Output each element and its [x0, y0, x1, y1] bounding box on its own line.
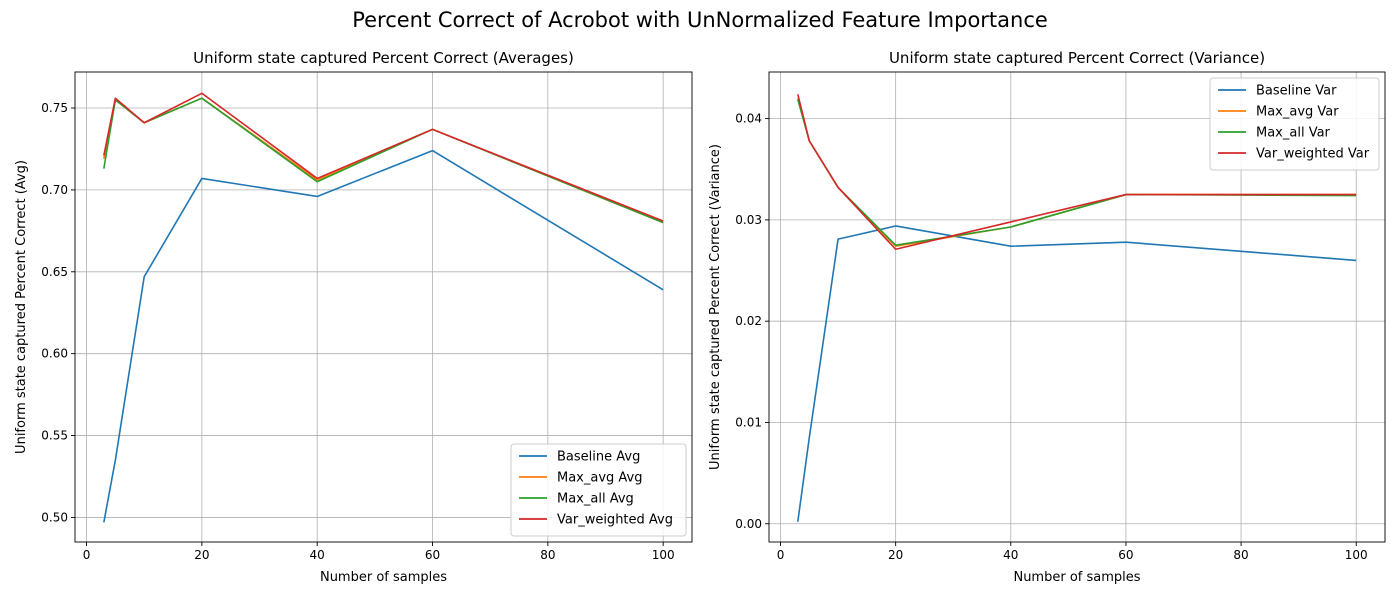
series-line-1 [796, 225, 1357, 522]
y-tick-label: 0.65 [41, 265, 68, 279]
y-tick-label: 0.50 [41, 510, 68, 524]
y-tick-label: 0.01 [735, 415, 762, 429]
x-tick-label: 100 [1345, 548, 1368, 562]
x-tick-label: 60 [1118, 548, 1133, 562]
y-axis-label: Uniform state captured Percent Correct (… [14, 160, 29, 454]
x-tick-label: 20 [888, 548, 903, 562]
legend-label-3: Max_all Var [1256, 126, 1331, 141]
x-tick-label: 80 [540, 548, 555, 562]
x-axis-label: Number of samples [320, 570, 447, 585]
y-tick-label: 0.03 [735, 213, 762, 227]
y-tick-label: 0.60 [41, 347, 68, 361]
y-axis-label: Uniform state captured Percent Correct (… [708, 144, 723, 470]
y-tick-label: 0.55 [41, 429, 68, 443]
figure-title: Percent Correct of Acrobot with UnNormal… [352, 8, 1048, 32]
series-line-1 [103, 149, 664, 523]
legend-label-2: Max_avg Var [1256, 105, 1339, 120]
x-axis-label: Number of samples [1013, 570, 1140, 585]
legend-label-1: Baseline Avg [557, 450, 640, 465]
legend-label-4: Var_weighted Var [1256, 147, 1370, 162]
chart-title: Uniform state captured Percent Correct (… [193, 49, 574, 67]
legend-label-1: Baseline Var [1256, 84, 1337, 99]
averages-chart: 0 20 40 60 80 100 0.50 0.55 0.60 0.65 0.70 0.75 Unif… [14, 49, 693, 585]
y-tick-label: 0.02 [735, 314, 762, 328]
y-tick-label: 0.75 [41, 101, 68, 115]
x-tick-label: 0 [83, 548, 91, 562]
legend-label-3: Max_all Avg [557, 492, 634, 507]
y-tick-label: 0.00 [735, 517, 762, 531]
y-tick-label: 0.70 [41, 183, 68, 197]
x-tick-label: 0 [777, 548, 785, 562]
x-tick-label: 40 [310, 548, 325, 562]
series-line-4 [797, 94, 1357, 251]
x-tick-label: 40 [1003, 548, 1018, 562]
axes-frame [768, 71, 1386, 543]
variance-chart: 0 20 40 60 80 100 0.00 0.01 0.02 0.03 0.04 Uniform … [708, 49, 1386, 585]
x-tick-label: 20 [194, 548, 209, 562]
y-tick-label: 0.04 [735, 112, 762, 126]
series-line-4 [103, 92, 664, 222]
chart-title: Uniform state captured Percent Correct (… [889, 49, 1265, 67]
x-tick-label: 80 [1233, 548, 1248, 562]
axes-frame [74, 71, 693, 543]
x-tick-label: 60 [425, 548, 440, 562]
x-tick-label: 100 [652, 548, 675, 562]
legend-label-2: Max_avg Avg [557, 471, 643, 486]
legend-box [1209, 77, 1380, 171]
legend: Baseline Avg Max_avg Avg Max_all Avg Var_we… [510, 443, 687, 537]
legend-label-4: Var_weighted Avg [557, 513, 673, 528]
legend-box [510, 443, 687, 537]
legend: Baseline Var Max_avg Var Max_all Var Var_we… [1209, 77, 1380, 171]
